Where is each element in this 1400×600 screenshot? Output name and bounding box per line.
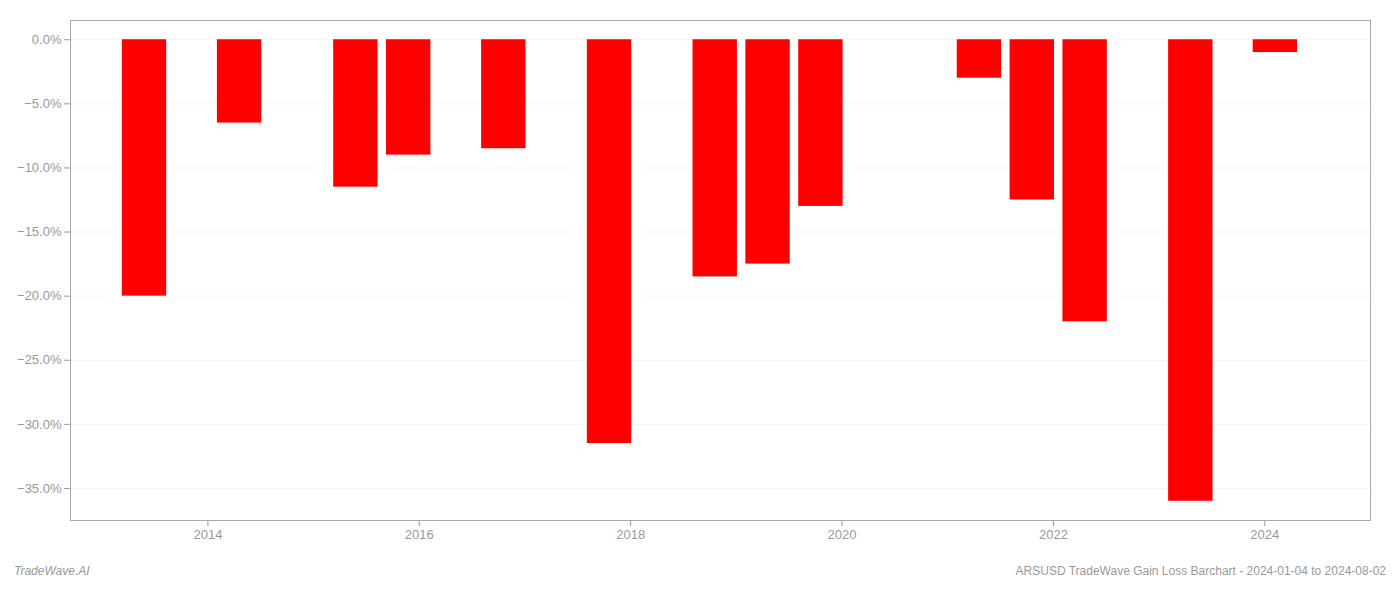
svg-text:2024: 2024 xyxy=(1250,527,1279,542)
svg-text:2020: 2020 xyxy=(828,527,857,542)
svg-text:2018: 2018 xyxy=(616,527,645,542)
html-text:TradeWave.AI: TradeWave.AI xyxy=(14,564,90,578)
svg-text:2016: 2016 xyxy=(405,527,434,542)
svg-text:2014: 2014 xyxy=(193,527,222,542)
svg-text:−35.0%: −35.0% xyxy=(17,481,62,496)
svg-text:−5.0%: −5.0% xyxy=(24,96,62,111)
html-text:ARSUSD TradeWave Gain Loss Bar: ARSUSD TradeWave Gain Loss Barchart - 20… xyxy=(1015,564,1386,578)
svg-text:−10.0%: −10.0% xyxy=(17,160,62,175)
svg-text:−30.0%: −30.0% xyxy=(17,417,62,432)
svg-text:0.0%: 0.0% xyxy=(32,32,62,47)
svg-text:−25.0%: −25.0% xyxy=(17,352,62,367)
svg-text:−15.0%: −15.0% xyxy=(17,224,62,239)
svg-text:2022: 2022 xyxy=(1039,527,1068,542)
svg-text:−20.0%: −20.0% xyxy=(17,288,62,303)
